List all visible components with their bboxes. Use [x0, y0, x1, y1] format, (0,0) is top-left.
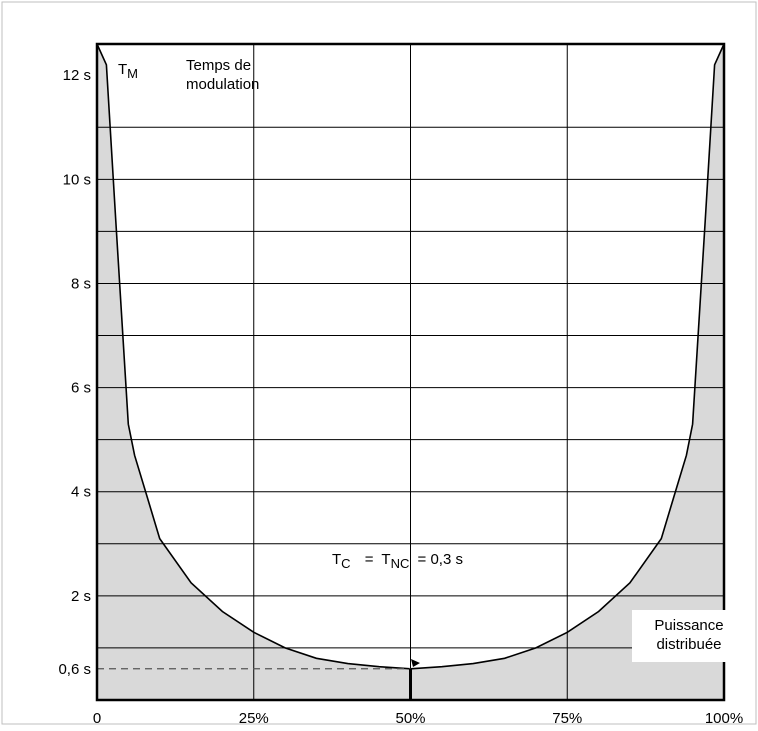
- plot-frame: [95, 42, 726, 702]
- y-tick-label: 8 s: [71, 275, 91, 292]
- x-tick-label: 75%: [552, 710, 582, 726]
- ytitle-line-2: modulation: [186, 76, 259, 93]
- axes-group: 0,6 s 2 s 4 s 6 s 8 s 10 s 12 s 0 25% 50% 75% 100%: [58, 42, 743, 727]
- annotation-group: TC = TNC = 0,3 s: [332, 551, 463, 667]
- xtitle-line-1: Puissance: [654, 617, 723, 634]
- y-tick-label: 10 s: [63, 171, 91, 188]
- y-title-group: TM Temps de modulation: [118, 57, 259, 93]
- reference-group: [97, 668, 412, 700]
- grid-group: [97, 44, 724, 700]
- x-tick-label: 25%: [239, 710, 269, 726]
- x-tick-label: 100%: [705, 710, 743, 726]
- y-tick-label: 6 s: [71, 380, 91, 397]
- ytitle-line-1: Temps de: [186, 57, 251, 74]
- annotation-label: TC = TNC = 0,3 s: [332, 551, 463, 572]
- y-tick-label: 4 s: [71, 484, 91, 501]
- x-title-background: [632, 610, 746, 662]
- x-axis-title: Puissance distribuée: [654, 617, 723, 653]
- x-tick-label: 50%: [395, 710, 425, 726]
- x-title-group: Puissance distribuée: [632, 610, 746, 662]
- y-tick-label: 0,6 s: [58, 661, 91, 678]
- y-tick-label: 12 s: [63, 67, 91, 84]
- y-tick-label: 2 s: [71, 588, 91, 605]
- y-axis-symbol: TM: [118, 61, 138, 81]
- annotation-arrow: [411, 659, 420, 667]
- y-axis-title: Temps de modulation: [186, 57, 259, 93]
- xtitle-line-2: distribuée: [656, 636, 721, 653]
- x-tick-label: 0: [93, 710, 101, 726]
